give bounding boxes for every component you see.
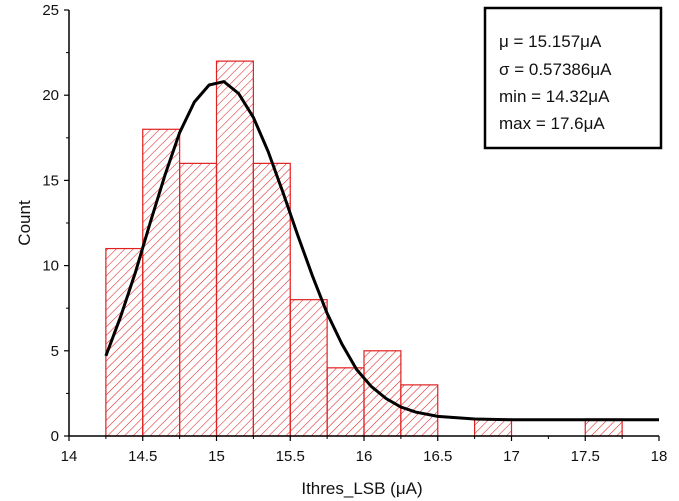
y-tick-label: 10	[42, 258, 59, 275]
y-axis-ticks: 0 5 10 15 20 25	[42, 2, 69, 445]
histogram-bar	[179, 162, 218, 437]
y-tick-label: 25	[42, 2, 59, 19]
histogram-bar	[215, 60, 254, 437]
x-axis-ticks: 14 14.5 15 15.5 16 16.5 17 17.5 18	[61, 436, 668, 465]
x-tick-label: 16	[356, 448, 373, 465]
histogram-bar	[326, 367, 365, 437]
y-tick-label: 0	[51, 428, 59, 445]
x-tick-label: 15	[208, 448, 225, 465]
x-tick-label: 18	[651, 448, 668, 465]
stats-max: max = 17.6μA	[499, 114, 605, 133]
y-tick-label: 5	[51, 343, 59, 360]
histogram-bars	[105, 60, 623, 437]
stats-box: μ = 15.157μA σ = 0.57386μA min = 14.32μA…	[483, 6, 663, 150]
histogram-bar	[252, 162, 291, 437]
histogram-bar	[289, 299, 328, 437]
x-tick-label: 17.5	[571, 448, 600, 465]
histogram-bar	[584, 418, 623, 437]
histogram-bar	[142, 128, 181, 437]
x-tick-label: 17	[503, 448, 520, 465]
stats-mean: μ = 15.157μA	[499, 32, 602, 51]
stats-sigma: σ = 0.57386μA	[499, 60, 612, 79]
x-tick-label: 14	[61, 448, 78, 465]
x-tick-label: 16.5	[423, 448, 452, 465]
y-axis-label: Count	[15, 200, 34, 246]
gaussian-fit-curve	[104, 79, 659, 422]
x-axis-label: Ithres_LSB (μA)	[301, 479, 422, 498]
x-tick-label: 15.5	[276, 448, 305, 465]
histogram-bar	[363, 350, 402, 437]
stats-box-border	[483, 6, 663, 150]
x-tick-label: 14.5	[128, 448, 157, 465]
y-tick-label: 20	[42, 87, 59, 104]
stats-min: min = 14.32μA	[499, 87, 610, 106]
y-tick-label: 15	[42, 172, 59, 189]
histogram-bar	[474, 418, 513, 437]
